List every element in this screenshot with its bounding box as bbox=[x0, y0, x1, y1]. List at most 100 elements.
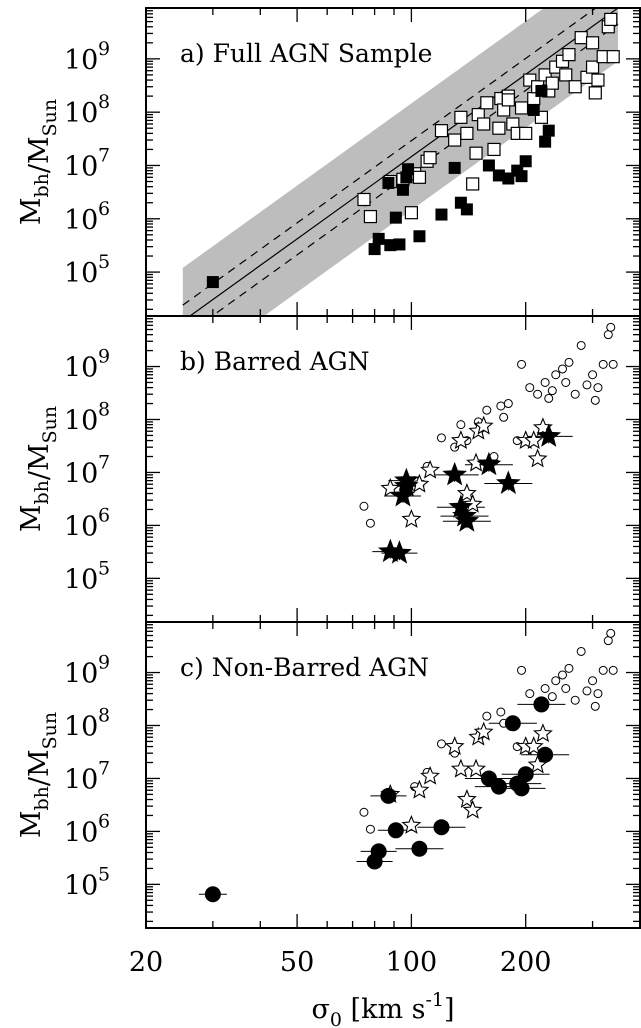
data-point-open-square bbox=[559, 68, 573, 82]
y-tick-exponent: 8 bbox=[98, 91, 110, 113]
data-point-open-star bbox=[420, 459, 440, 479]
y-tick-label: 10 bbox=[64, 511, 98, 542]
y-tick-label: 10 bbox=[64, 764, 98, 795]
data-point-filled-square bbox=[402, 163, 415, 176]
data-point-small-open-circle bbox=[588, 676, 598, 686]
panel-label: c) Non-Barred AGN bbox=[180, 653, 429, 682]
data-point-open-square bbox=[606, 50, 620, 64]
data-point-open-square bbox=[514, 101, 529, 115]
y-axis-title: Mbh/MSun bbox=[16, 406, 61, 532]
series-small-open-circle bbox=[359, 322, 618, 528]
data-point-open-square bbox=[469, 146, 483, 160]
x-axis bbox=[145, 8, 641, 316]
data-point-small-open-circle bbox=[496, 707, 506, 717]
y-tick-exponent: 9 bbox=[98, 38, 110, 60]
data-point-open-star bbox=[532, 723, 553, 743]
data-point-filled-circle bbox=[490, 778, 507, 795]
data-point-small-open-circle bbox=[547, 692, 557, 702]
data-point-filled-square bbox=[519, 155, 532, 168]
data-point-small-open-circle bbox=[603, 636, 613, 646]
data-point-small-open-circle bbox=[598, 665, 608, 675]
data-point-open-square bbox=[562, 48, 576, 62]
data-point-small-open-circle bbox=[557, 364, 567, 374]
data-point-filled-circle bbox=[537, 746, 554, 763]
data-point-filled-circle bbox=[387, 822, 404, 839]
data-point-small-open-circle bbox=[525, 689, 535, 699]
data-point-small-open-circle bbox=[564, 357, 574, 367]
data-point-small-open-circle bbox=[564, 663, 574, 673]
data-point-filled-square bbox=[448, 161, 461, 174]
series-filled-star bbox=[378, 423, 562, 564]
data-point-filled-square bbox=[542, 124, 555, 137]
series-filled-square bbox=[206, 84, 555, 289]
y-tick-label: 10 bbox=[64, 659, 98, 690]
data-point-open-square bbox=[591, 73, 605, 87]
y-tick-label: 10 bbox=[64, 711, 98, 742]
y-tick-exponent: 8 bbox=[98, 398, 110, 420]
data-point-open-square bbox=[574, 31, 588, 45]
data-point-open-star bbox=[523, 736, 544, 755]
series-small-open-circle bbox=[359, 628, 618, 834]
data-point-filled-square bbox=[527, 103, 540, 116]
y-tick-exponent: 7 bbox=[98, 144, 110, 166]
data-point-small-open-circle bbox=[606, 322, 616, 332]
data-point-small-open-circle bbox=[359, 501, 369, 511]
data-point-filled-square bbox=[368, 243, 381, 256]
y-tick-label: 10 bbox=[64, 817, 98, 848]
data-point-filled-star bbox=[387, 540, 412, 564]
y-axis-title: Mbh/MSun bbox=[16, 712, 61, 838]
data-point-open-star bbox=[409, 779, 430, 799]
data-point-open-square bbox=[363, 209, 378, 224]
data-point-filled-star bbox=[394, 473, 419, 497]
data-point-filled-star bbox=[496, 470, 521, 494]
data-point-open-square bbox=[492, 121, 506, 135]
data-point-small-open-circle bbox=[593, 689, 603, 699]
data-point-filled-square bbox=[389, 211, 402, 224]
data-point-small-open-circle bbox=[525, 383, 535, 393]
y-tick-exponent: 9 bbox=[98, 652, 110, 674]
data-point-open-star bbox=[380, 477, 401, 497]
data-point-small-open-circle bbox=[606, 628, 616, 638]
data-point-filled-star bbox=[442, 461, 467, 486]
y-tick-exponent: 7 bbox=[98, 451, 110, 473]
data-point-open-square bbox=[568, 80, 582, 94]
data-point-small-open-circle bbox=[547, 386, 557, 396]
data-point-filled-square bbox=[372, 232, 385, 245]
data-point-filled-square bbox=[435, 208, 448, 221]
data-point-open-star bbox=[532, 417, 553, 437]
data-point-open-square bbox=[412, 170, 427, 184]
data-point-filled-square bbox=[460, 203, 473, 216]
data-point-small-open-circle bbox=[593, 383, 603, 393]
data-point-small-open-circle bbox=[557, 670, 567, 680]
x-tick-label: 50 bbox=[280, 947, 314, 978]
data-point-small-open-circle bbox=[590, 701, 600, 711]
data-point-small-open-circle bbox=[608, 359, 618, 369]
data-point-filled-circle bbox=[380, 787, 397, 804]
data-point-filled-square bbox=[492, 169, 505, 182]
data-point-open-star bbox=[450, 758, 471, 778]
y-tick-exponent: 6 bbox=[98, 504, 110, 526]
data-point-open-square bbox=[480, 96, 494, 110]
y-axis-title: Mbh/MSun bbox=[16, 99, 61, 225]
x-axis-title: σ0 [km s-1] bbox=[311, 989, 454, 1028]
data-point-small-open-circle bbox=[570, 389, 580, 399]
y-tick-exponent: 6 bbox=[98, 810, 110, 832]
data-point-small-open-circle bbox=[576, 340, 586, 350]
data-point-small-open-circle bbox=[517, 665, 527, 675]
data-point-open-star bbox=[527, 448, 548, 468]
data-point-open-square bbox=[477, 117, 491, 131]
data-point-open-star bbox=[401, 508, 422, 528]
data-point-filled-circle bbox=[533, 696, 550, 713]
y-tick-label: 10 bbox=[64, 205, 98, 236]
data-point-small-open-circle bbox=[608, 665, 618, 675]
data-point-open-square bbox=[434, 124, 449, 138]
data-point-filled-star bbox=[390, 482, 416, 507]
data-point-small-open-circle bbox=[598, 359, 608, 369]
data-point-open-square bbox=[404, 206, 418, 220]
